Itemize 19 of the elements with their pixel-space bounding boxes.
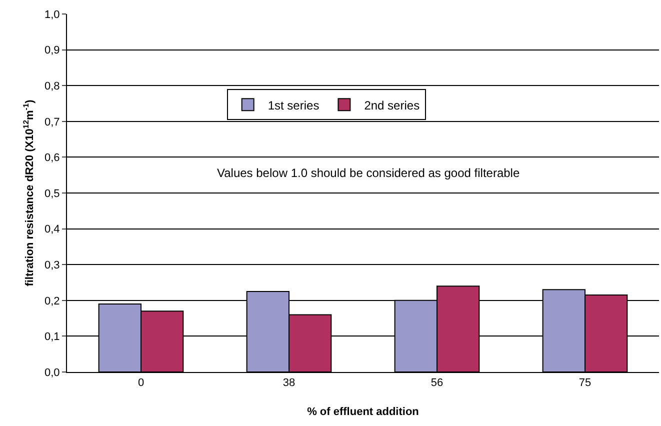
x-tick-label: 75 <box>578 377 592 390</box>
y-tick-label: 0,4 <box>44 224 60 236</box>
y-tick-label: 0,6 <box>44 152 60 164</box>
legend-label: 2nd series <box>364 98 420 112</box>
y-tick-label: 0,8 <box>44 80 60 92</box>
y-tick-label: 0,3 <box>44 259 60 272</box>
x-axis-title: % of effluent addition <box>307 406 420 418</box>
y-tick-label: 1,0 <box>44 8 60 21</box>
x-tick-label: 0 <box>138 377 144 390</box>
y-tick-label: 0,2 <box>44 295 60 308</box>
x-tick-label: 38 <box>282 377 296 390</box>
y-tick-label: 0,1 <box>44 331 60 344</box>
annotation: Values below 1.0 should be considered as good filterable <box>217 166 520 180</box>
y-tick-label: 0,7 <box>44 116 60 128</box>
y-tick-label: 0,5 <box>44 188 60 200</box>
y-tick-label: 0,0 <box>44 366 60 379</box>
legend-label: 1st series <box>268 98 320 112</box>
y-tick-label: 0,9 <box>44 44 60 57</box>
x-tick-label: 56 <box>430 377 444 390</box>
